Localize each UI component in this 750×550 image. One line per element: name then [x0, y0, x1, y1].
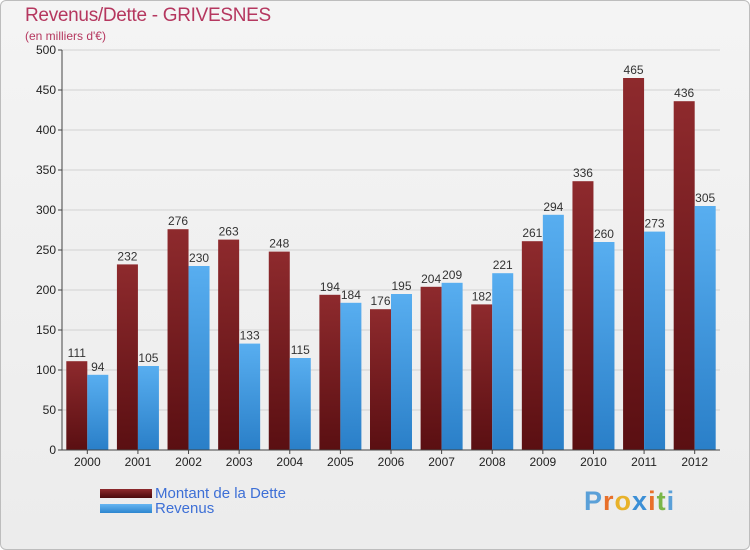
- bar-revenus: [593, 242, 615, 450]
- bar-dette: [370, 309, 391, 450]
- y-tick-label: 50: [43, 403, 57, 417]
- x-tick-label: 2001: [125, 455, 152, 469]
- logo-letter: P: [584, 486, 604, 516]
- data-label-dette: 261: [522, 226, 542, 240]
- bar-dette: [116, 264, 138, 450]
- data-label-dette: 182: [472, 289, 492, 303]
- legend-label-revenus: Revenus: [155, 500, 215, 517]
- bar-revenus: [441, 282, 463, 450]
- logo-letter: r: [603, 486, 615, 516]
- x-tick-label: 2011: [631, 455, 657, 469]
- y-tick-label: 500: [36, 43, 56, 57]
- legend-swatch-dette: [100, 489, 152, 498]
- y-tick-label: 250: [36, 243, 56, 257]
- y-tick-label: 150: [36, 323, 56, 337]
- bar-dette: [420, 286, 442, 450]
- x-tick-label: 2012: [681, 455, 708, 469]
- data-label-revenus: 115: [291, 343, 310, 357]
- bar-revenus: [188, 266, 210, 450]
- y-tick-label: 450: [36, 83, 56, 97]
- y-tick-label: 0: [49, 443, 56, 457]
- data-label-dette: 194: [320, 280, 340, 294]
- data-label-dette: 204: [421, 272, 441, 286]
- data-label-dette: 336: [573, 166, 593, 180]
- x-tick-label: 2003: [226, 455, 253, 469]
- data-label-revenus: 133: [240, 329, 260, 343]
- data-label-dette: 176: [370, 294, 390, 308]
- x-tick-label: 2005: [327, 455, 354, 469]
- bar-dette: [167, 229, 189, 450]
- bar-dette: [623, 78, 645, 450]
- y-tick-label: 350: [36, 163, 56, 177]
- bar-revenus: [340, 302, 362, 450]
- data-label-revenus: 195: [391, 279, 411, 293]
- data-label-dette: 232: [117, 249, 137, 263]
- legend-label-dette: Montant de la Dette: [155, 485, 286, 502]
- data-label-revenus: 184: [341, 288, 361, 302]
- bar-revenus: [239, 343, 261, 450]
- data-label-dette: 436: [674, 86, 694, 100]
- logo-letter: x: [632, 486, 649, 516]
- bar-dette: [471, 304, 493, 450]
- bar-revenus: [137, 366, 159, 450]
- x-tick-label: 2007: [428, 455, 455, 469]
- x-tick-label: 2002: [175, 455, 202, 469]
- data-label-dette: 276: [168, 214, 188, 228]
- logo-letter: o: [614, 486, 633, 516]
- data-label-dette: 465: [624, 63, 644, 77]
- logo-letter: t: [656, 486, 667, 516]
- data-label-revenus: 273: [645, 217, 665, 231]
- bar-revenus: [694, 206, 716, 450]
- bar-revenus: [492, 273, 514, 450]
- x-tick-label: 2004: [276, 455, 303, 469]
- legend-swatch-revenus: [100, 504, 152, 513]
- data-label-dette: 248: [269, 237, 289, 251]
- x-tick-label: 2000: [74, 455, 101, 469]
- x-tick-label: 2009: [529, 455, 556, 469]
- x-tick-label: 2006: [378, 455, 405, 469]
- bar-revenus: [644, 231, 666, 450]
- data-label-revenus: 94: [91, 360, 105, 374]
- bar-revenus: [542, 214, 564, 450]
- data-label-revenus: 209: [442, 268, 462, 282]
- data-label-revenus: 305: [695, 191, 715, 205]
- chart-subtitle: (en milliers d'€): [25, 29, 106, 43]
- data-label-revenus: 294: [543, 200, 563, 214]
- x-tick-label: 2008: [479, 455, 506, 469]
- bar-dette: [319, 294, 341, 450]
- bar-dette: [66, 361, 88, 450]
- data-label-revenus: 260: [594, 227, 614, 241]
- data-label-revenus: 105: [138, 351, 158, 365]
- bar-dette: [218, 239, 240, 450]
- y-tick-label: 200: [36, 283, 56, 297]
- data-label-revenus: 230: [189, 251, 209, 265]
- logo-letter: i: [648, 486, 657, 516]
- chart-title: Revenus/Dette - GRIVESNES: [25, 5, 271, 26]
- x-tick-label: 2010: [580, 455, 607, 469]
- data-label-dette: 111: [68, 346, 87, 360]
- data-label-revenus: 221: [493, 258, 513, 272]
- bar-revenus: [289, 358, 311, 450]
- bar-dette: [521, 241, 543, 450]
- bar-dette: [572, 181, 594, 450]
- bar-revenus: [391, 294, 412, 450]
- bar-revenus: [87, 374, 109, 450]
- y-tick-label: 300: [36, 203, 56, 217]
- y-tick-label: 100: [36, 363, 56, 377]
- proxiti-logo: Proxiti: [584, 486, 675, 517]
- bar-dette: [673, 101, 695, 450]
- bar-dette: [268, 251, 290, 450]
- y-tick-label: 400: [36, 123, 56, 137]
- data-label-dette: 263: [219, 225, 239, 239]
- logo-letter: i: [666, 486, 676, 516]
